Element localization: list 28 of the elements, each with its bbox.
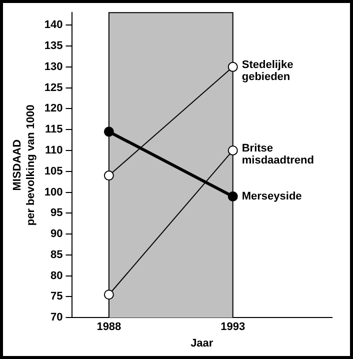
- y-axis-title: MISDAAD per bevolking van 1000: [12, 104, 37, 226]
- y-tick-label: 70: [50, 312, 63, 324]
- point: [104, 290, 114, 300]
- y-tick-label: 90: [50, 228, 63, 240]
- series-label: Britse misdaadtrend: [242, 142, 314, 167]
- point: [228, 191, 238, 202]
- y-tick-label: 125: [44, 82, 63, 94]
- y-tick-label: 75: [50, 290, 63, 303]
- point: [104, 126, 114, 137]
- series-label: Stedelijke gebieden: [242, 58, 294, 83]
- y-tick-label: 80: [50, 270, 63, 282]
- y-tick-label: 100: [44, 186, 63, 198]
- y-tick-label: 120: [44, 102, 63, 115]
- point: [228, 62, 238, 72]
- y-tick-label: 95: [50, 207, 63, 220]
- y-tick-label: 85: [50, 248, 63, 261]
- y-tick-label: 105: [44, 165, 63, 178]
- point: [228, 145, 238, 156]
- x-axis-title: Jaar: [190, 337, 214, 350]
- x-tick-label: 1993: [220, 321, 246, 334]
- point: [104, 170, 114, 181]
- x-tick-label: 1988: [96, 321, 122, 334]
- y-tick-label: 110: [45, 144, 63, 157]
- series-label: Merseyside: [242, 190, 302, 202]
- y-tick-label: 140: [44, 19, 63, 32]
- y-tick-label: 135: [44, 40, 63, 52]
- y-tick-label: 130: [44, 60, 63, 73]
- y-tick-label: 115: [45, 124, 63, 136]
